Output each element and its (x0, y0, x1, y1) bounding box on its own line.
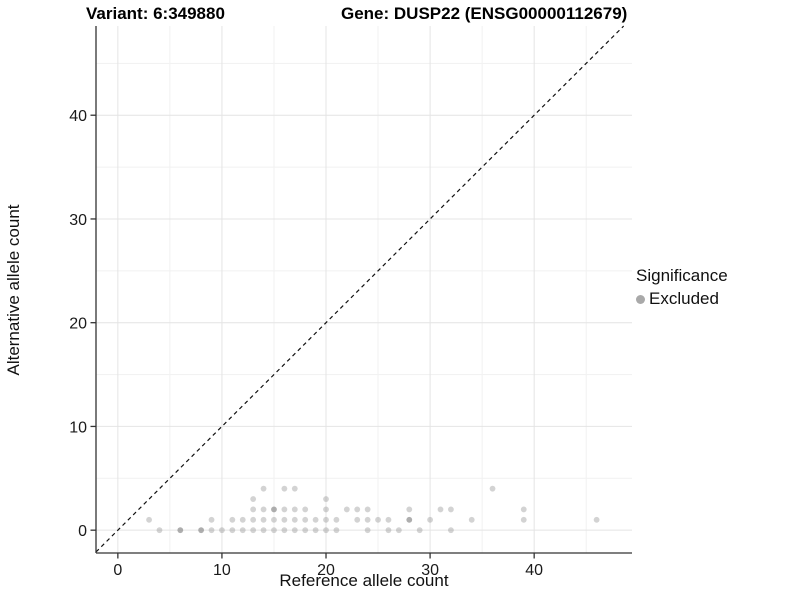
data-point (250, 527, 257, 534)
data-point (406, 516, 413, 523)
data-point (323, 527, 329, 534)
data-point (323, 496, 329, 502)
data-point (364, 506, 371, 513)
data-point (323, 516, 329, 523)
data-point (333, 516, 340, 523)
data-point (281, 506, 288, 513)
data-point (312, 516, 319, 523)
data-point (468, 516, 475, 523)
data-point (354, 516, 361, 523)
data-point (312, 527, 319, 534)
data-point (302, 516, 309, 523)
data-point (427, 516, 433, 523)
data-point (593, 516, 600, 523)
data-point (229, 516, 236, 523)
data-point (302, 506, 309, 513)
data-point (291, 485, 298, 492)
data-point (260, 506, 267, 513)
x-tick-label: 40 (525, 562, 543, 579)
identity-line (95, 25, 625, 553)
y-tick-label: 30 (69, 212, 87, 229)
data-point (281, 516, 288, 523)
data-point (281, 485, 288, 492)
data-point (395, 527, 402, 534)
data-point (385, 527, 392, 534)
y-axis-title: Alternative allele count (4, 204, 23, 376)
data-point (343, 506, 350, 513)
data-point (385, 516, 392, 523)
data-point (364, 516, 371, 523)
data-point (354, 506, 361, 513)
x-tick-label: 0 (113, 562, 122, 579)
variant-title: Variant: 6:349880 (86, 4, 225, 23)
data-point (198, 527, 205, 534)
data-point (208, 516, 215, 523)
data-point (333, 527, 340, 534)
y-tick-label: 0 (78, 523, 87, 540)
y-tick-label: 40 (69, 108, 87, 125)
data-point (271, 516, 277, 523)
data-point (271, 506, 277, 513)
data-point (260, 527, 267, 534)
data-point (177, 527, 184, 534)
data-point (291, 527, 298, 534)
x-tick-label: 10 (213, 562, 231, 579)
data-point (489, 485, 496, 492)
legend: Significance Excluded (636, 266, 728, 309)
data-point (250, 516, 257, 523)
data-point (448, 527, 454, 534)
data-point (291, 506, 298, 513)
data-point (260, 485, 267, 492)
x-tick-label: 20 (317, 562, 335, 579)
y-tick-label: 20 (69, 316, 87, 333)
data-point (520, 516, 527, 523)
data-point (219, 527, 225, 534)
data-point (156, 527, 163, 534)
data-point (250, 506, 257, 513)
legend-point-icon (636, 294, 645, 304)
legend-title: Significance (636, 266, 728, 285)
data-point (323, 506, 329, 513)
data-point (239, 527, 246, 534)
data-point (364, 527, 371, 534)
data-point (239, 516, 246, 523)
gene-title: Gene: DUSP22 (ENSG00000112679) (341, 4, 628, 23)
data-point (302, 527, 309, 534)
data-point (260, 516, 267, 523)
data-point (229, 527, 236, 534)
data-point (520, 506, 527, 513)
data-point (448, 506, 454, 513)
data-point (271, 527, 277, 534)
data-point (437, 506, 444, 513)
legend-item-excluded: Excluded (636, 289, 728, 309)
data-point (375, 516, 381, 523)
data-point (416, 527, 423, 534)
y-tick-label: 10 (69, 419, 87, 436)
data-point (406, 506, 413, 513)
data-point (291, 516, 298, 523)
x-axis-title: Reference allele count (279, 571, 449, 590)
data-point (146, 516, 152, 523)
x-tick-label: 30 (421, 562, 439, 579)
data-point (208, 527, 215, 534)
data-point (281, 527, 288, 534)
data-point (250, 496, 257, 502)
legend-item-label: Excluded (649, 289, 719, 308)
